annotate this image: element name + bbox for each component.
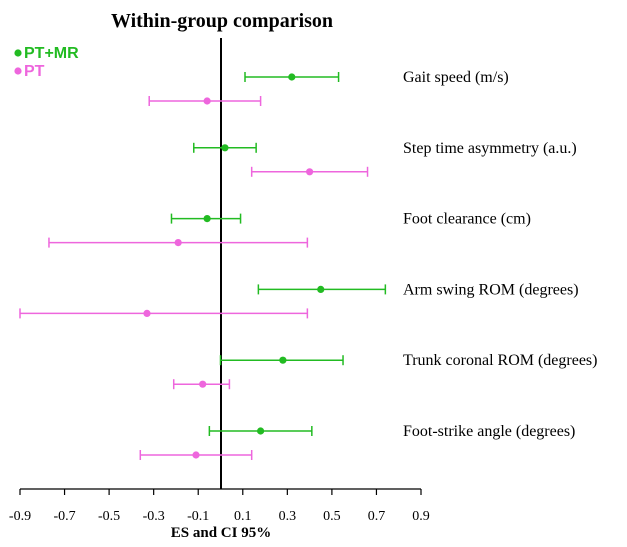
effect-size-point [203,97,211,105]
legend-marker [14,49,22,57]
x-tick-label: 0.9 [412,509,430,524]
ci-pt [148,96,262,106]
ci-pt [48,237,309,248]
x-tick-label: -0.5 [98,509,120,524]
forest-rows [19,72,387,460]
category-label: Trunk coronal ROM (degrees) [403,352,597,369]
category-label: Foot clearance (cm) [403,211,531,228]
x-tick-label: 0.3 [279,509,297,524]
legend-marker [14,67,22,75]
x-tick-label: -0.9 [9,509,31,524]
effect-size-point [221,144,229,152]
effect-size-point [174,239,182,247]
legend-label: PT+MR [24,45,79,62]
x-tick-label: -0.7 [53,509,75,524]
effect-size-point [257,427,265,435]
effect-size-point [203,215,211,223]
category-label: Foot-strike angle (degrees) [403,423,575,440]
x-tick-label: 0.7 [368,509,386,524]
effect-size-point [199,380,207,388]
x-axis-ticks: -0.9 -0.7 -0.5 -0.3 -0.1 0.1 0.3 0.5 0.7 0.9 [9,489,430,524]
effect-size-point [317,285,325,293]
ci-pt [139,450,253,460]
ci-pt-mr [219,355,344,366]
effect-size-point [192,451,200,459]
x-tick-label: 0.1 [234,509,252,524]
category-label: Gait speed (m/s) [403,69,509,86]
category-label: Step time asymmetry (a.u.) [403,140,577,157]
effect-size-point [306,168,314,176]
category-labels: Gait speed (m/s) Step time asymmetry (a.u… [403,69,597,440]
ci-pt-mr [257,284,387,295]
ci-pt-mr [208,426,313,436]
x-tick-label: 0.5 [323,509,341,524]
ci-pt [172,379,231,390]
effect-size-point [143,309,151,317]
ci-pt-mr [193,142,257,153]
chart-title: Within-group comparison [111,10,333,32]
category-label: Arm swing ROM (degrees) [403,281,579,298]
effect-size-point [288,73,296,81]
ci-pt-mr [244,72,340,82]
x-tick-label: -0.3 [143,509,165,524]
ci-pt [19,308,309,319]
x-axis-label: ES and CI 95% [171,525,271,541]
legend-label: PT [24,63,45,80]
ci-pt-mr [170,213,242,224]
x-tick-label: -0.1 [187,509,209,524]
effect-size-point [279,356,287,364]
ci-pt [250,166,369,177]
